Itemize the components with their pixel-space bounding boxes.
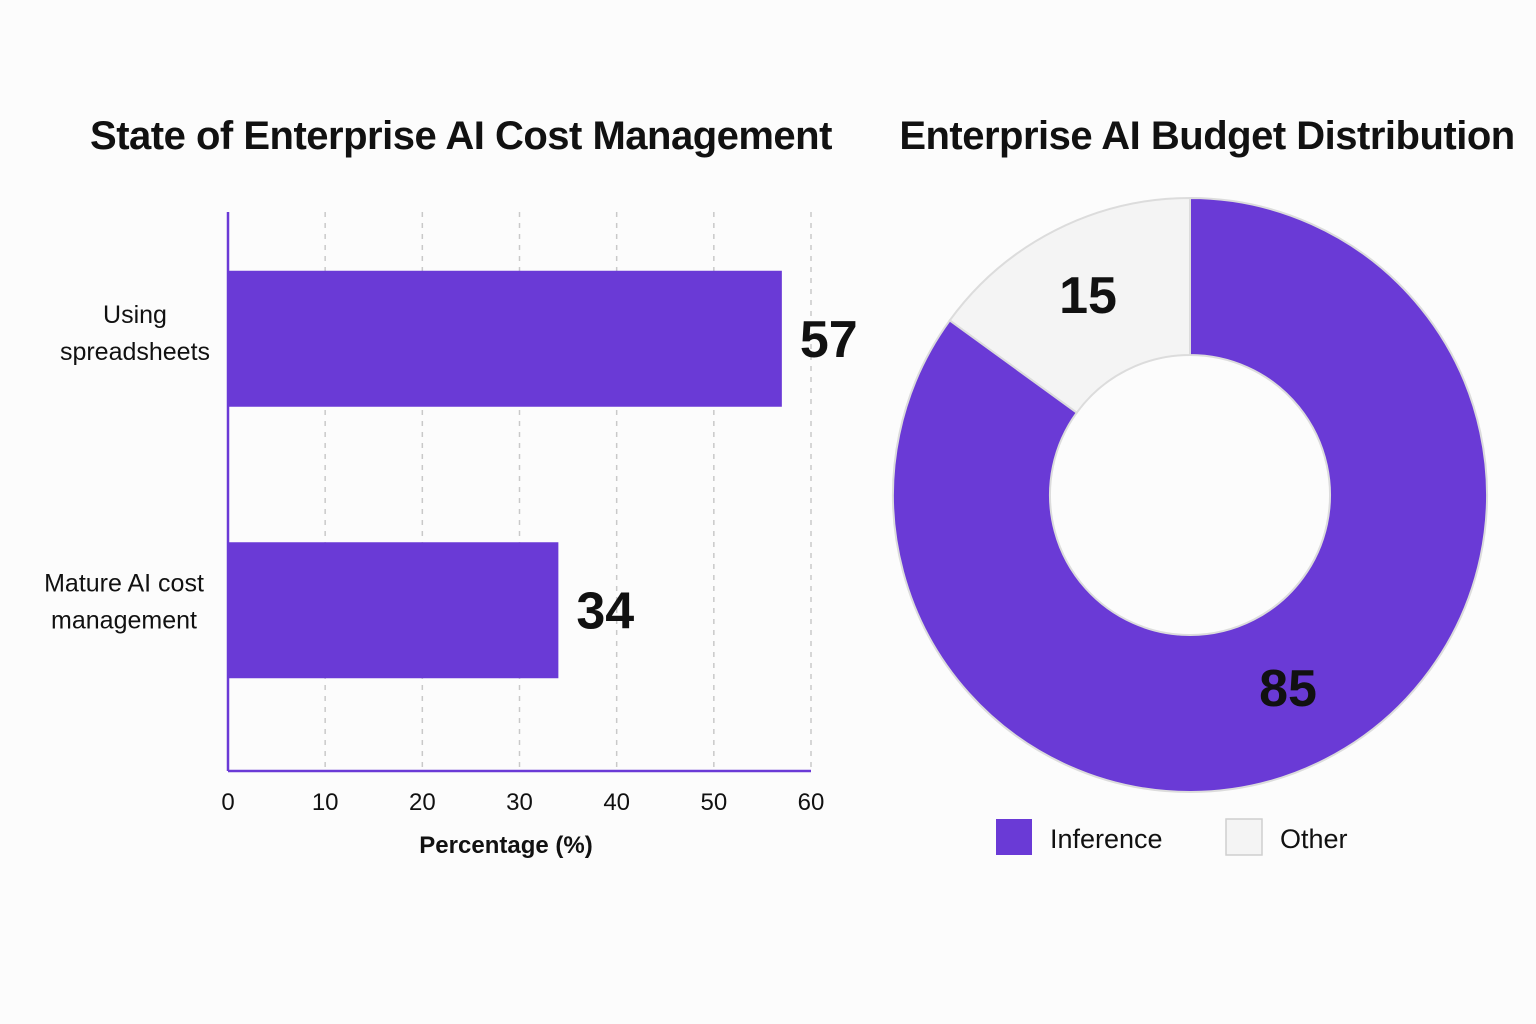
legend-label: Inference	[1050, 824, 1163, 854]
category-label: spreadsheets	[60, 338, 210, 366]
bar-chart-title: State of Enterprise AI Cost Management	[90, 114, 832, 158]
donut-slice-inference	[892, 196, 1488, 793]
bar-value-label: 34	[576, 582, 634, 640]
category-label: management	[51, 606, 197, 634]
donut-slice-other	[948, 196, 1191, 415]
bar-tick-labels: 0 10 20 30 40 50 60	[221, 789, 824, 816]
x-tick-label: 60	[798, 789, 825, 816]
donut-chart-title: Enterprise AI Budget Distribution	[899, 114, 1515, 158]
x-tick-label: 40	[603, 789, 630, 816]
category-label: Mature AI cost	[44, 569, 204, 597]
slice-value-label: 85	[1259, 660, 1317, 718]
x-tick-label: 10	[312, 789, 339, 816]
x-tick-label: 20	[409, 789, 436, 816]
x-tick-label: 50	[700, 789, 727, 816]
legend-swatch	[996, 819, 1032, 855]
legend-label: Other	[1280, 824, 1348, 854]
slice-value-label: 15	[1059, 267, 1117, 325]
bar-marks: 57 34	[228, 270, 858, 679]
bar	[228, 542, 559, 679]
legend-swatch	[1225, 818, 1263, 856]
x-tick-label: 30	[506, 789, 533, 816]
bar-value-label: 57	[800, 311, 858, 369]
bar-category-labels: Using spreadsheets Mature AI cost managemen…	[44, 301, 210, 635]
donut-legend: Inference Other	[996, 818, 1348, 856]
category-label: Using	[103, 301, 167, 329]
bar-axes	[226, 212, 811, 773]
x-tick-label: 0	[221, 789, 234, 816]
donut-marks	[892, 196, 1488, 793]
bar-x-axis-label: Percentage (%)	[419, 832, 592, 859]
bar	[228, 270, 782, 407]
